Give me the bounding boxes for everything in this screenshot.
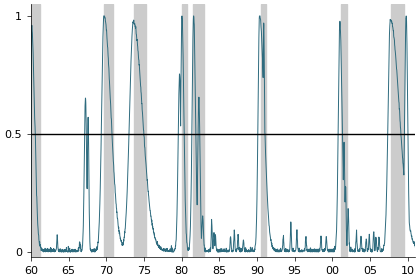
Bar (341, 4, 347, 257)
Bar (181, 4, 187, 257)
Bar (104, 4, 113, 257)
Bar (261, 4, 266, 257)
Bar (193, 4, 204, 257)
Bar (31, 4, 40, 257)
Bar (134, 4, 146, 257)
Bar (391, 4, 404, 257)
